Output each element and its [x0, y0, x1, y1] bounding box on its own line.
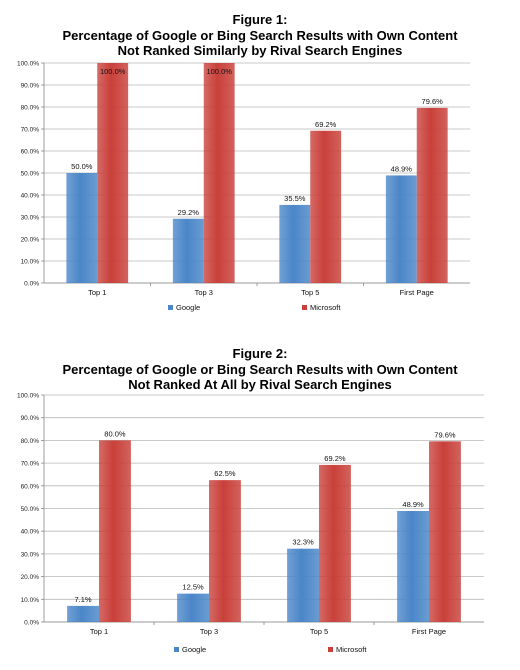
- chart-title-line-2: Percentage of Google or Bing Search Resu…: [62, 361, 458, 377]
- y-tick-label: 0.0%: [24, 620, 39, 627]
- y-tick-label: 30.0%: [21, 551, 40, 558]
- x-tick-label: Top 1: [90, 627, 108, 636]
- data-label: 35.5%: [284, 194, 306, 203]
- data-label: 100.0%: [206, 67, 232, 76]
- x-tick-label: First Page: [412, 627, 446, 636]
- y-tick-label: 60.0%: [21, 483, 40, 490]
- bar-google: [66, 173, 98, 283]
- y-tick-label: 50.0%: [21, 171, 40, 178]
- bar-google: [287, 548, 319, 622]
- bar-google: [279, 204, 311, 283]
- legend-swatch-google: [174, 647, 179, 652]
- chart-title-line-3: Not Ranked Similarly by Rival Search Eng…: [117, 43, 403, 58]
- y-tick-label: 30.0%: [21, 215, 40, 222]
- y-tick-label: 80.0%: [21, 438, 40, 445]
- legend-label-microsoft: Microsoft: [310, 303, 341, 312]
- bar-microsoft: [99, 440, 131, 622]
- x-tick-label: Top 3: [200, 627, 218, 636]
- bar-google: [67, 605, 99, 622]
- bar-microsoft: [310, 130, 342, 283]
- bar-microsoft: [319, 464, 351, 622]
- data-label: 29.2%: [178, 208, 200, 217]
- y-tick-label: 40.0%: [21, 193, 40, 200]
- bar-microsoft: [97, 63, 129, 283]
- x-tick-label: First Page: [400, 288, 434, 297]
- data-label: 48.9%: [391, 164, 413, 173]
- bar-google: [177, 593, 209, 622]
- y-tick-label: 70.0%: [21, 461, 40, 468]
- data-label: 100.0%: [100, 67, 126, 76]
- y-tick-label: 100.0%: [17, 61, 39, 68]
- y-tick-label: 10.0%: [21, 259, 40, 266]
- data-label: 69.2%: [324, 454, 346, 463]
- data-label: 32.3%: [292, 538, 314, 547]
- data-label: 79.6%: [422, 97, 444, 106]
- x-tick-label: Top 5: [310, 627, 328, 636]
- legend-swatch-google: [168, 305, 173, 310]
- chart-title-line-2: Percentage of Google or Bing Search Resu…: [62, 27, 458, 43]
- x-tick-label: Top 5: [301, 288, 319, 297]
- y-tick-label: 60.0%: [21, 149, 40, 156]
- y-tick-label: 90.0%: [21, 415, 40, 422]
- bar-google: [172, 218, 204, 283]
- y-tick-label: 40.0%: [21, 529, 40, 536]
- bar-microsoft: [429, 441, 461, 622]
- chart-title-line-1: Figure 1:: [232, 12, 288, 27]
- x-tick-label: Top 3: [195, 288, 213, 297]
- chart-title-line-3: Not Ranked At All by Rival Search Engine…: [128, 377, 392, 392]
- data-label: 79.6%: [434, 430, 456, 439]
- x-tick-label: Top 1: [88, 288, 106, 297]
- figure-1: Figure 1: Percentage of Google or Bing S…: [0, 0, 520, 330]
- bar-microsoft: [203, 63, 235, 283]
- y-tick-label: 10.0%: [21, 597, 40, 604]
- data-label: 62.5%: [214, 469, 236, 478]
- legend-label-microsoft: Microsoft: [336, 645, 367, 654]
- y-tick-label: 20.0%: [21, 574, 40, 581]
- data-label: 50.0%: [71, 162, 93, 171]
- legend-swatch-microsoft: [302, 305, 307, 310]
- legend-swatch-microsoft: [328, 647, 333, 652]
- chart-title: Figure 2: Percentage of Google or Bing S…: [0, 338, 520, 393]
- legend-label-google: Google: [182, 645, 206, 654]
- data-label: 48.9%: [402, 500, 424, 509]
- bar-chart-2: 0.0% 10.0% 20.0% 30.0% 40.0% 50.0% 60.0% 70.0% 8…: [17, 393, 484, 654]
- bar-google: [397, 510, 429, 622]
- data-label: 7.1%: [74, 595, 91, 604]
- y-tick-label: 80.0%: [21, 105, 40, 112]
- y-tick-label: 50.0%: [21, 506, 40, 513]
- y-tick-label: 70.0%: [21, 127, 40, 134]
- data-label: 12.5%: [182, 583, 204, 592]
- bar-chart-1: 0.0% 10.0% 20.0% 30.0% 40.0% 50.0% 60.0% 70.0% 8…: [17, 61, 470, 312]
- legend-label-google: Google: [176, 303, 200, 312]
- bar-google: [385, 175, 417, 283]
- y-tick-label: 100.0%: [17, 393, 39, 400]
- bar-microsoft: [416, 107, 448, 283]
- data-label: 69.2%: [315, 120, 337, 129]
- chart-title-line-1: Figure 2:: [232, 346, 288, 361]
- figure-2: Figure 2: Percentage of Google or Bing S…: [0, 338, 520, 670]
- bar-microsoft: [209, 480, 241, 622]
- chart-title: Figure 1: Percentage of Google or Bing S…: [0, 0, 520, 59]
- y-tick-label: 90.0%: [21, 83, 40, 90]
- data-label: 80.0%: [104, 429, 126, 438]
- y-tick-label: 20.0%: [21, 237, 40, 244]
- y-tick-label: 0.0%: [24, 281, 39, 288]
